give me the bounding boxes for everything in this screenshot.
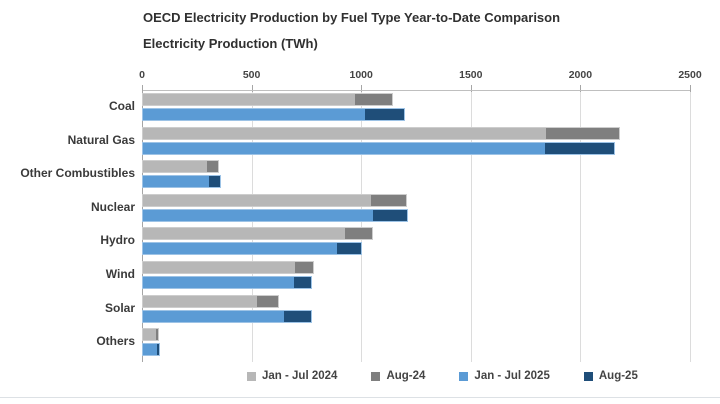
- legend-swatch: [371, 371, 381, 381]
- bar-track-2025: [142, 141, 616, 155]
- bar-segment: [157, 344, 160, 356]
- bar-track-2025: [142, 108, 405, 121]
- category-label: Other Combustibles: [20, 166, 135, 181]
- category-label: Hydro: [100, 233, 135, 248]
- legend-label: Jan - Jul 2024: [262, 370, 338, 382]
- category-label: Nuclear: [90, 199, 135, 214]
- legend-swatch: [459, 371, 469, 381]
- x-axis-line: [142, 90, 690, 91]
- axis-tick-label: 1000: [349, 69, 373, 81]
- bar-segment: [545, 142, 615, 154]
- bar-segment: [143, 127, 547, 139]
- legend-entry: Jan - Jul 2024: [247, 370, 337, 382]
- axis-tick: [361, 85, 363, 92]
- bar-track-2025: [142, 175, 221, 189]
- bar-track-2024: [142, 193, 408, 207]
- axis-tick-label: 2500: [678, 69, 702, 81]
- bar-track-2024: [142, 261, 314, 274]
- chart-title: OECD Electricity Production by Fuel Type…: [143, 10, 561, 25]
- bar-track-2024: [142, 294, 279, 308]
- axis-tick-label: 500: [242, 69, 261, 81]
- bar-segment: [143, 243, 337, 255]
- bar-track-2025: [142, 242, 363, 256]
- bar-segment: [143, 94, 355, 105]
- bar-track-2025: [142, 343, 161, 357]
- legend-swatch: [583, 371, 593, 381]
- bar-segment: [143, 209, 374, 221]
- bottom-divider: [0, 397, 720, 398]
- legend-swatch: [247, 371, 256, 381]
- bar-track-2025: [142, 208, 409, 222]
- bar-track-2024: [142, 126, 620, 140]
- category-label: Coal: [108, 99, 135, 113]
- bar-track-2024: [142, 227, 374, 241]
- gridline-2500: [690, 90, 691, 362]
- legend-label: Aug-24: [386, 370, 426, 382]
- bar-segment: [143, 109, 366, 120]
- bar-segment: [156, 329, 158, 341]
- bar-segment: [373, 209, 408, 221]
- bar-track-2024: [142, 93, 393, 106]
- legend-label: Jan - Jul 2025: [474, 370, 550, 382]
- bar-segment: [370, 194, 407, 206]
- bar-segment: [143, 295, 257, 307]
- bar-segment: [143, 228, 345, 240]
- category-label: Others: [96, 334, 135, 349]
- gridline-500: [251, 90, 253, 362]
- bar-segment: [143, 176, 209, 188]
- bar-segment: [295, 262, 313, 273]
- bar-segment: [336, 243, 362, 255]
- legend-entry: Aug-25: [583, 370, 638, 382]
- bar-segment: [143, 142, 546, 154]
- bar-segment: [143, 344, 158, 356]
- category-label: Wind: [105, 267, 135, 281]
- bar-track-2025: [142, 309, 312, 323]
- legend-entry: Aug-24: [371, 370, 425, 382]
- gridline-2000: [580, 90, 582, 362]
- bar-segment: [143, 329, 157, 341]
- axis-tick: [470, 85, 472, 92]
- axis-tick-label: 0: [139, 69, 145, 81]
- bar-segment: [143, 310, 285, 322]
- chart-subtitle: Electricity Production (TWh): [143, 36, 318, 51]
- bar-segment: [284, 310, 311, 322]
- bar-segment: [143, 262, 296, 273]
- bar-segment: [256, 295, 278, 307]
- axis-tick: [580, 85, 582, 92]
- bar-segment: [206, 161, 218, 173]
- bar-track-2025: [142, 276, 312, 289]
- chart-legend: Jan - Jul 2024 Aug-24 Jan - Jul 2025 Aug-25: [247, 370, 638, 382]
- axis-tick: [251, 85, 253, 92]
- legend-label: Aug-25: [598, 370, 638, 382]
- category-label: Natural Gas: [67, 132, 135, 147]
- bar-segment: [208, 176, 220, 188]
- bar-segment: [294, 277, 311, 288]
- axis-tick: [690, 85, 691, 92]
- bar-track-2024: [142, 160, 219, 174]
- gridline-1500: [470, 90, 472, 362]
- y-axis-line: [142, 85, 143, 362]
- axis-tick-label: 1500: [459, 69, 483, 81]
- bar-segment: [354, 94, 392, 105]
- bar-segment: [546, 127, 619, 139]
- axis-tick-label: 2000: [568, 69, 593, 81]
- bar-segment: [143, 161, 207, 173]
- legend-entry: Jan - Jul 2025: [459, 370, 550, 382]
- bar-segment: [365, 109, 404, 120]
- bar-segment: [143, 194, 371, 206]
- bar-segment: [143, 277, 295, 288]
- bar-track-2024: [142, 328, 159, 342]
- category-label: Solar: [104, 300, 135, 315]
- bar-segment: [344, 228, 373, 240]
- gridline-1000: [361, 90, 363, 362]
